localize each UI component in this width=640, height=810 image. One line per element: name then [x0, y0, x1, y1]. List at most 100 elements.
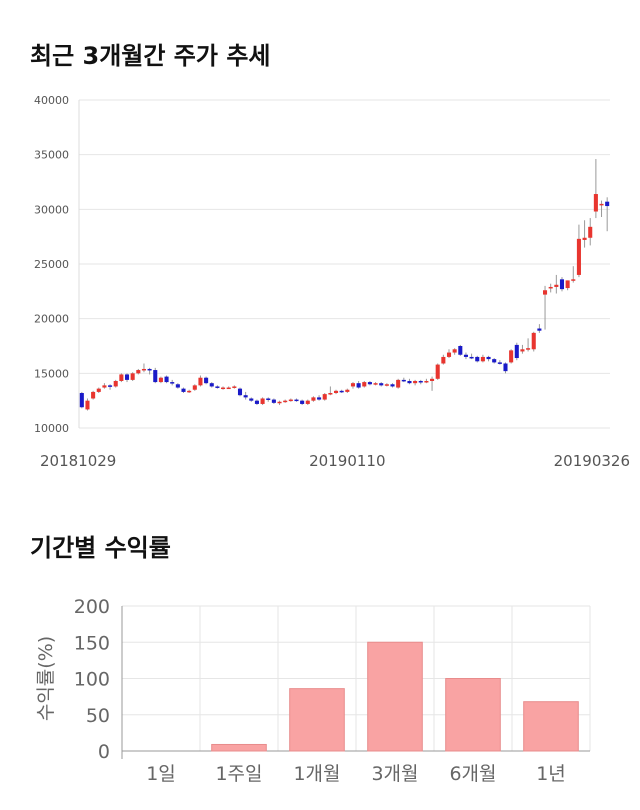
candle-body — [480, 356, 485, 362]
candle-body — [283, 400, 288, 403]
candle-body — [198, 377, 203, 386]
candle-body — [559, 279, 565, 290]
candle-body — [187, 390, 192, 393]
returns-bar — [445, 678, 501, 752]
candle-body — [475, 356, 480, 362]
candle-body — [102, 385, 107, 388]
candle-body — [588, 226, 593, 238]
candle-body — [215, 386, 220, 388]
price-y-tick-label: 15000 — [34, 367, 69, 380]
returns-y-tick-label: 0 — [98, 741, 110, 763]
candle-body — [136, 370, 141, 374]
candle-body — [514, 344, 519, 359]
candle-body — [209, 383, 214, 387]
returns-x-tick-label: 1일 — [146, 763, 176, 785]
returns-x-tick-label: 3개월 — [371, 763, 418, 785]
candle-body — [543, 290, 548, 295]
candle-body — [300, 400, 305, 404]
candle-body — [548, 286, 553, 289]
candle-body — [113, 380, 118, 387]
candle-body — [565, 280, 570, 289]
candle-body — [130, 373, 135, 380]
candle-body — [396, 379, 401, 388]
candle-body — [181, 388, 186, 392]
candle-body — [418, 380, 423, 383]
candle-body — [497, 362, 502, 364]
price-trend-title: 최근 3개월간 주가 추세 — [30, 42, 271, 70]
candle-body — [311, 397, 316, 401]
candle-body — [503, 363, 508, 372]
candle-body — [379, 383, 384, 386]
candle-body — [260, 398, 265, 404]
candle-body — [305, 400, 310, 404]
returns-x-tick-label: 1년 — [536, 763, 566, 785]
candle-body — [593, 194, 598, 212]
candle-body — [582, 237, 587, 240]
candle-body — [345, 389, 350, 392]
returns-y-tick-label: 150 — [74, 632, 110, 654]
price-y-tick-label: 20000 — [34, 313, 69, 326]
returns-bar — [211, 743, 267, 752]
candle-body — [571, 279, 576, 281]
candle-body — [469, 356, 474, 359]
candle-body — [446, 352, 452, 357]
candle-body — [271, 399, 276, 403]
candle-body — [164, 376, 169, 383]
candle-body — [401, 379, 406, 382]
candle-body — [384, 384, 389, 386]
candle-body — [424, 380, 429, 383]
candle-body — [413, 380, 418, 384]
candle-body — [599, 203, 604, 206]
candle-body — [85, 400, 90, 410]
candle-body — [430, 378, 435, 381]
candle-body — [435, 364, 440, 379]
candle-body — [237, 388, 243, 396]
candle-body — [221, 387, 226, 390]
candle-body — [373, 383, 378, 385]
candle-body — [531, 332, 536, 350]
candle-body — [243, 395, 248, 398]
candle-body — [520, 349, 525, 352]
candle-body — [79, 393, 84, 408]
price-y-tick-label: 25000 — [34, 258, 69, 271]
candle-body — [91, 391, 96, 399]
candle-body — [458, 346, 463, 355]
candle-body — [124, 374, 130, 380]
candle-body — [333, 390, 339, 394]
returns-bar — [289, 688, 345, 752]
candle-body — [526, 348, 531, 350]
candle-body — [554, 284, 559, 287]
candle-body — [170, 382, 175, 384]
returns-bar — [523, 701, 579, 752]
returns-y-tick-label: 50 — [86, 705, 110, 727]
price-x-tick-label: 20181029 — [40, 452, 116, 470]
candle-body — [328, 393, 333, 395]
candle-body — [249, 398, 254, 401]
candle-body — [407, 380, 412, 384]
candle-body — [441, 356, 446, 364]
price-y-tick-label: 40000 — [34, 94, 69, 107]
candle-body — [509, 350, 514, 363]
candle-body — [226, 387, 231, 390]
returns-y-tick-label: 200 — [74, 596, 110, 618]
candle-body — [277, 401, 282, 404]
price-x-tick-label: 20190326 — [554, 452, 630, 470]
returns-x-tick-label: 1개월 — [293, 763, 340, 785]
candle-body — [119, 374, 124, 381]
price-y-tick-label: 30000 — [34, 203, 69, 216]
returns-bar — [367, 641, 423, 752]
returns-x-tick-label: 1주일 — [215, 763, 262, 785]
candle-body — [322, 394, 327, 400]
candle-body — [192, 385, 197, 390]
candle-body — [204, 377, 209, 384]
candle-body — [158, 377, 163, 383]
candle-body — [153, 370, 158, 383]
candle-body — [254, 400, 259, 404]
candle-body — [463, 354, 468, 357]
price-x-tick-label: 20190110 — [309, 452, 385, 470]
candle-body — [452, 349, 457, 353]
candle-body — [294, 399, 299, 402]
candle-body — [175, 384, 180, 388]
candle-body — [390, 384, 395, 387]
